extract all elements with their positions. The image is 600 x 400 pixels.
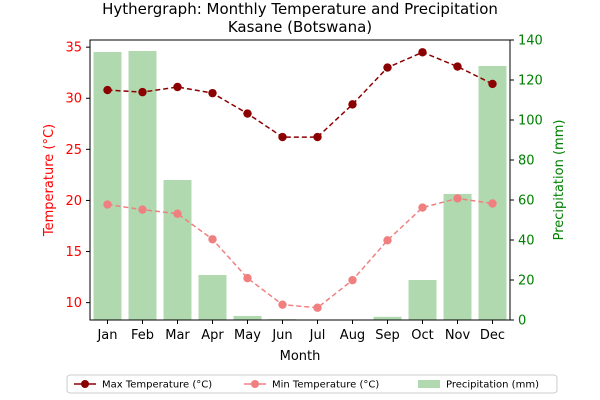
max-temperature-point — [103, 85, 112, 95]
min-temperature-point — [383, 236, 392, 245]
legend-frame — [66, 374, 558, 394]
precipitation-bar — [408, 280, 437, 320]
precipitation-bar — [443, 194, 472, 320]
max-temperature-point — [313, 132, 322, 142]
x-axis: Jan Feb Mar Apr May Jun Jul Aug Sep Oct Nov Dec — [96, 320, 505, 343]
plot-frame — [89, 39, 511, 321]
min-temperature-line — [107, 197, 493, 309]
right-y-axis-label: Precipitation (mm) — [552, 120, 567, 241]
x-tick-label: Nov — [445, 328, 471, 343]
legend-swatch-precipitation — [418, 380, 440, 388]
right-y-tick-label: 20 — [518, 274, 535, 289]
x-tick-label: Feb — [131, 328, 154, 343]
x-tick-label: Jul — [309, 328, 326, 343]
min-temperature-point — [138, 205, 147, 214]
legend: Max Temperature (°C) Min Temperature (°C)… — [66, 374, 558, 394]
max-temperature-point — [278, 132, 287, 142]
right-y-tick-label: 120 — [518, 74, 543, 89]
x-tick-label: May — [234, 328, 261, 343]
min-temperature-point — [243, 273, 252, 283]
x-tick-label: Aug — [340, 328, 365, 343]
left-y-tick-label: 35 — [65, 41, 82, 56]
max-temperature-line — [107, 51, 493, 138]
legend-marker-max-temperature — [81, 380, 89, 388]
min-temperature-point — [208, 235, 217, 244]
left-y-tick-label: 20 — [65, 194, 82, 209]
right-y-tick-label: 40 — [518, 234, 535, 249]
max-temperature-point — [173, 82, 182, 92]
precipitation-bar — [163, 180, 192, 320]
min-temperature-point — [173, 209, 182, 218]
temperature-lines — [103, 48, 497, 312]
precipitation-bar — [93, 52, 122, 320]
max-temperature-point — [348, 100, 357, 109]
max-temperature-point — [138, 87, 147, 97]
x-tick-label: Sep — [375, 328, 400, 343]
max-temperature-point — [383, 63, 392, 72]
min-temperature-point — [103, 200, 112, 209]
precipitation-bars — [93, 51, 507, 320]
left-y-axis: 10 15 20 25 30 35 — [65, 41, 90, 311]
right-y-axis: 0 20 40 60 80 100 120 140 — [510, 34, 543, 329]
chart-subtitle: Kasane (Botswana) — [228, 18, 372, 36]
right-y-tick-label: 100 — [518, 114, 543, 129]
precipitation-bar — [233, 316, 262, 320]
max-temperature-point — [453, 62, 462, 71]
right-y-tick-label: 80 — [518, 154, 535, 169]
max-temperature-point — [488, 79, 497, 89]
min-temperature-point — [488, 199, 497, 208]
x-tick-label: Apr — [201, 328, 224, 343]
legend-label-min-temperature: Min Temperature (°C) — [272, 380, 379, 391]
x-tick-label: Jun — [271, 328, 292, 343]
right-y-tick-label: 140 — [518, 34, 543, 49]
left-y-tick-label: 25 — [65, 143, 82, 158]
min-temperature-point — [453, 194, 462, 203]
left-y-axis-label: Temperature (°C) — [42, 124, 57, 237]
x-axis-label: Month — [280, 349, 321, 364]
right-y-tick-label: 60 — [518, 194, 535, 209]
max-temperature-point — [418, 48, 427, 57]
min-temperature-point — [348, 275, 357, 285]
left-y-tick-label: 15 — [65, 245, 82, 260]
left-y-tick-label: 30 — [65, 92, 82, 107]
min-temperature-point — [278, 300, 287, 309]
precipitation-bar — [198, 275, 227, 320]
min-temperature-point — [313, 303, 322, 312]
precipitation-bar — [373, 316, 402, 320]
left-y-tick-label: 10 — [65, 296, 82, 311]
max-temperature-point — [208, 88, 217, 98]
right-y-tick-label: 0 — [518, 314, 526, 329]
chart-title: Hythergraph: Monthly Temperature and Pre… — [102, 0, 498, 18]
legend-label-precipitation: Precipitation (mm) — [446, 380, 539, 391]
legend-marker-min-temperature — [251, 380, 259, 388]
legend-label-max-temperature: Max Temperature (°C) — [102, 380, 212, 391]
precipitation-bar — [478, 66, 507, 320]
max-temperature-point — [243, 109, 252, 118]
x-tick-label: Mar — [165, 328, 190, 343]
x-tick-label: Oct — [411, 328, 433, 343]
min-temperature-point — [418, 203, 427, 212]
x-tick-label: Dec — [480, 328, 505, 343]
x-tick-label: Jan — [96, 328, 117, 343]
